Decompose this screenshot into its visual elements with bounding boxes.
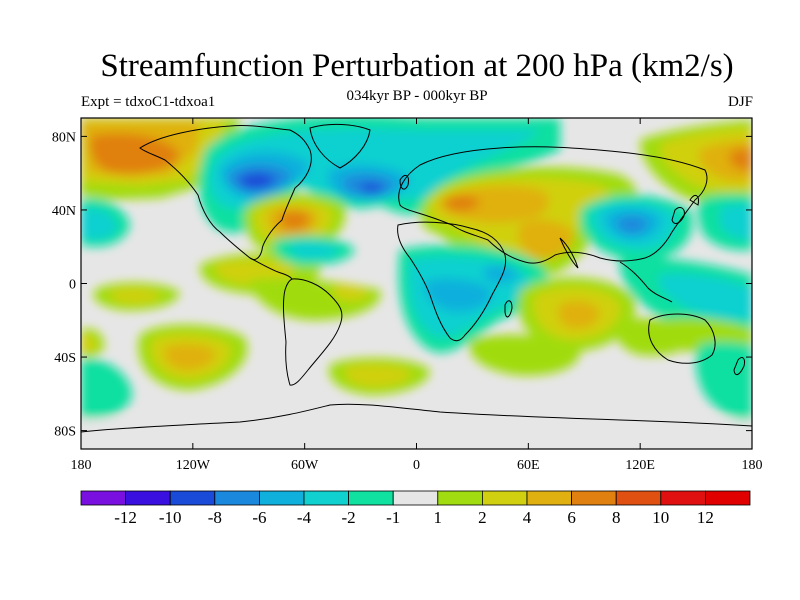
lon-tick-label: 120E [625,458,655,473]
colorbar: -12 -10 -8 -6 -4 -2 -1 1 2 4 6 8 10 12 [80,490,751,527]
experiment-label: Expt = tdxoC1-tdxoa1 [81,94,216,110]
field-easia-m8 [617,216,648,234]
coast-japan [671,207,685,224]
coast-australia [648,313,716,364]
field-east-m4 [720,204,752,240]
colorbar-swatch [392,490,439,506]
figure-title: Streamfunction Perturbation at 200 hPa (… [100,48,734,84]
field-spac-e2 [616,318,700,356]
colorbar-swatch [214,490,260,506]
colorbar-level-label: -2 [342,508,356,527]
colorbar-level-label: 10 [652,508,669,527]
lat-tick-label: 40S [54,351,76,366]
colorbar-level-label: 1 [434,508,443,527]
colorbar-swatch [125,490,171,506]
coast-africa [397,221,507,342]
coast-japan-north [689,194,699,206]
colorbar-level-label: 2 [478,508,487,527]
field-sasia-6 [518,219,575,260]
longitude-axis: 180 120W 60W 0 60E 120E 180 [71,118,763,473]
coast-central-america [249,257,293,280]
colorbar-level-label: -8 [208,508,222,527]
colorbar-swatch [481,490,528,506]
lon-tick-label: 60E [517,458,540,473]
field-fspac-m2 [81,359,132,419]
colorbar-level-label: 8 [612,508,621,527]
coast-north-america [139,125,312,261]
coast-india [559,237,579,269]
field-dateline-m4 [81,208,118,240]
colorbar-level-label: -1 [386,508,400,527]
field-watl-8 [279,211,310,230]
colorbar-swatch [258,490,305,506]
coast-new-zealand [733,357,745,376]
field-tpac-w4 [109,288,162,304]
season-label: DJF [727,94,753,110]
colorbar-level-label: -4 [297,508,312,527]
colorbar-level-label: 6 [567,508,576,527]
colorbar-level-label: 12 [697,508,714,527]
field-nepac-8 [730,148,752,171]
lat-tick-label: 80S [54,425,76,440]
field-fspac-4 [81,334,97,353]
colorbar-level-label: 4 [523,508,532,527]
coast-britain [399,174,409,190]
field-canada-m8 [239,172,276,189]
field-wpac-m4 [658,273,752,320]
coast-antarctica [81,403,752,433]
colorbar-swatch [169,490,216,506]
lon-tick-label: 120W [176,458,211,473]
colorbar-level-label: -10 [159,508,182,527]
map-panel [81,118,752,449]
lon-tick-label: 60W [291,458,319,473]
latitude-axis: 80N 40N 0 40S 80S [52,130,752,440]
lon-tick-label: 180 [71,458,92,473]
lat-tick-label: 0 [69,278,76,293]
field-socean-4 [344,364,412,388]
colorbar-level-label: -12 [114,508,137,527]
coast-madagascar [504,300,513,318]
field-satl-m6 [424,278,492,312]
streamfunction-field [81,118,752,449]
lon-tick-label: 0 [413,458,420,473]
colorbar-level-label: -6 [252,508,266,527]
coast-europe-asia [398,146,708,264]
coast-southeast-asia [619,261,673,303]
field-spac-m2 [695,341,752,421]
colorbar-swatch [526,490,572,506]
colorbar-swatch [80,490,126,506]
field-npacific-8 [90,133,180,174]
colorbar-swatch [571,490,617,506]
field-natl-m8 [360,183,384,194]
field-indian-6 [558,300,600,329]
field-sind-2 [469,334,581,376]
field-eurasia-8 [444,195,480,212]
field-spac-6 [164,344,215,370]
field-tatl-m4 [289,242,340,259]
colorbar-swatch [437,490,483,506]
figure-subtitle: 034kyr BP - 000kyr BP [346,88,488,104]
colorbar-swatch [303,490,349,506]
field-eurasia-6 [438,186,549,223]
colorbar-swatch [705,490,751,506]
lat-tick-label: 40N [52,204,76,219]
field-satl-m6b [483,264,518,284]
colorbar-swatch [615,490,662,506]
lat-tick-label: 80N [52,130,76,145]
lon-tick-label: 180 [742,458,763,473]
field-samer-4 [333,284,370,301]
colorbar-swatch [660,490,706,506]
coast-south-america [282,278,343,386]
coastlines [81,123,752,433]
coast-greenland [309,123,371,169]
colorbar-swatch [348,490,394,506]
